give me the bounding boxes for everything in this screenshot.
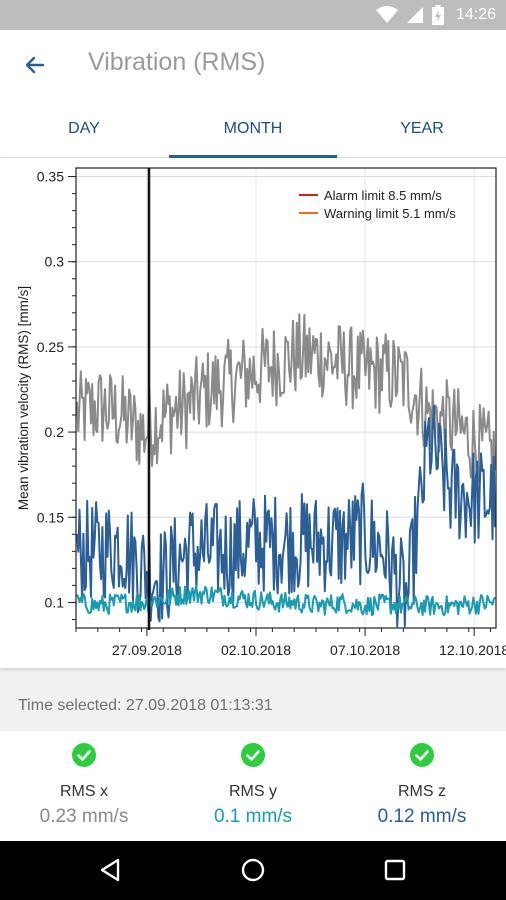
x-tick-label: 07.10.2018 [330, 642, 400, 658]
signal-icon [406, 7, 423, 23]
series-line [76, 404, 496, 628]
y-tick-label: 0.15 [37, 509, 64, 525]
check-circle-icon [72, 743, 96, 767]
y-tick-label: 0.1 [45, 594, 65, 610]
y-tick-label: 0.3 [45, 254, 65, 270]
metric-label: RMS z [398, 783, 446, 800]
recents-square-icon[interactable] [380, 855, 410, 885]
chart-card: 0.1 0.15 0.2 0.25 0.3 0.35 27.09.2018 02.10.20… [0, 158, 506, 668]
status-icons: 14:26 [375, 0, 496, 30]
app-bar: Vibration (RMS) [0, 30, 506, 100]
system-nav-bar [0, 841, 506, 900]
status-bar: 14:26 [0, 0, 506, 30]
legend: Alarm limit 8.5 mm/s Warning limit 5.1 m… [299, 188, 456, 221]
legend-warning-label: Warning limit 5.1 mm/s [324, 206, 456, 221]
y-axis-label: Mean vibration velocity (RMS) [mm/s] [16, 286, 31, 510]
metric-value: 0.12 mm/s [377, 806, 467, 827]
series-line [76, 584, 496, 617]
x-axis: 27.09.2018 02.10.2018 07.10.2018 12.10.2018 [75, 628, 506, 658]
metric-label: RMS y [229, 783, 277, 800]
metric-rms-x: RMS x 0.23 mm/s [0, 731, 168, 841]
check-circle-icon [410, 743, 434, 767]
period-tabs: DAY MONTH YEAR [0, 100, 506, 158]
y-tick-label: 0.2 [45, 424, 65, 440]
series-layer [76, 313, 496, 628]
metric-rms-y: RMS y 0.1 mm/s [169, 731, 337, 841]
tab-indicator [169, 155, 337, 158]
check-circle-icon [241, 743, 265, 767]
y-tick-label: 0.25 [37, 339, 64, 355]
metric-value: 0.23 mm/s [39, 806, 129, 827]
status-time: 14:26 [455, 6, 496, 23]
back-button[interactable] [20, 50, 50, 80]
metrics-panel: RMS x 0.23 mm/s RMS y 0.1 mm/s RMS z 0.1… [0, 731, 506, 841]
metric-label: RMS x [60, 783, 108, 800]
x-tick-label: 12.10.2018 [439, 642, 506, 658]
y-axis: 0.1 0.15 0.2 0.25 0.3 0.35 [37, 169, 76, 620]
battery-icon [431, 5, 444, 25]
tab-day[interactable]: DAY [68, 119, 100, 137]
vibration-chart[interactable]: 0.1 0.15 0.2 0.25 0.3 0.35 27.09.2018 02.10.20… [0, 158, 506, 668]
back-triangle-icon[interactable] [96, 855, 126, 885]
home-circle-icon[interactable] [238, 855, 268, 885]
metric-rms-z: RMS z 0.12 mm/s [338, 731, 506, 841]
wifi-icon [375, 6, 398, 23]
time-selected-label: Time selected: 27.09.2018 01:13:31 [18, 697, 273, 714]
y-tick-label: 0.35 [37, 169, 64, 185]
x-tick-label: 27.09.2018 [112, 642, 182, 658]
legend-alarm-label: Alarm limit 8.5 mm/s [324, 188, 442, 203]
tab-year[interactable]: YEAR [400, 119, 444, 137]
arrow-back-icon [25, 56, 45, 74]
metric-value: 0.1 mm/s [213, 806, 293, 827]
x-tick-label: 02.10.2018 [221, 642, 291, 658]
page-title: Vibration (RMS) [88, 48, 266, 76]
tab-month[interactable]: MONTH [223, 119, 283, 137]
